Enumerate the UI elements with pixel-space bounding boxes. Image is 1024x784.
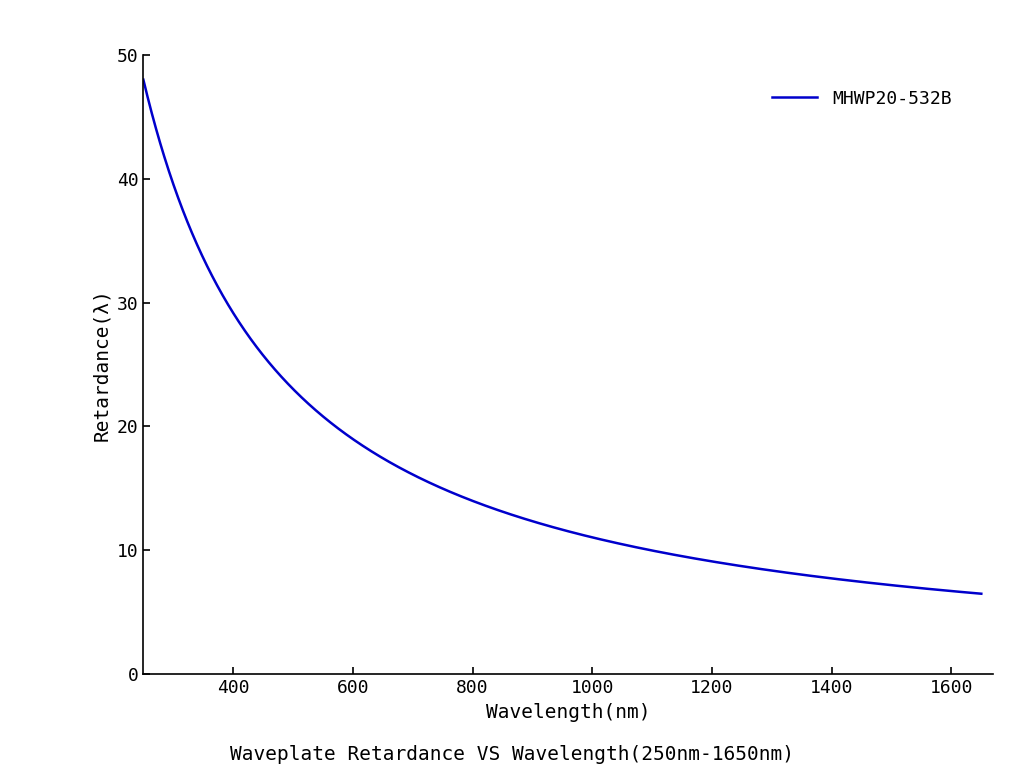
- MHWP20-532B: [975, 589, 987, 598]
- MHWP20-532B: [950, 587, 963, 597]
- MHWP20-532B: [522, 515, 535, 524]
- MHWP20-532B: [951, 587, 964, 597]
- X-axis label: Wavelength(nm): Wavelength(nm): [486, 702, 650, 721]
- MHWP20-532B: [545, 522, 557, 532]
- MHWP20-532B: [797, 570, 809, 579]
- Text: Waveplate Retardance VS Wavelength(250nm-1650nm): Waveplate Retardance VS Wavelength(250nm…: [230, 746, 794, 764]
- Line: MHWP20-532B: MHWP20-532B: [143, 80, 981, 593]
- Y-axis label: Retardance(λ): Retardance(λ): [92, 289, 112, 441]
- MHWP20-532B: [137, 75, 150, 85]
- MHWP20-532B: [180, 214, 193, 223]
- Legend: MHWP20-532B: MHWP20-532B: [765, 82, 958, 115]
